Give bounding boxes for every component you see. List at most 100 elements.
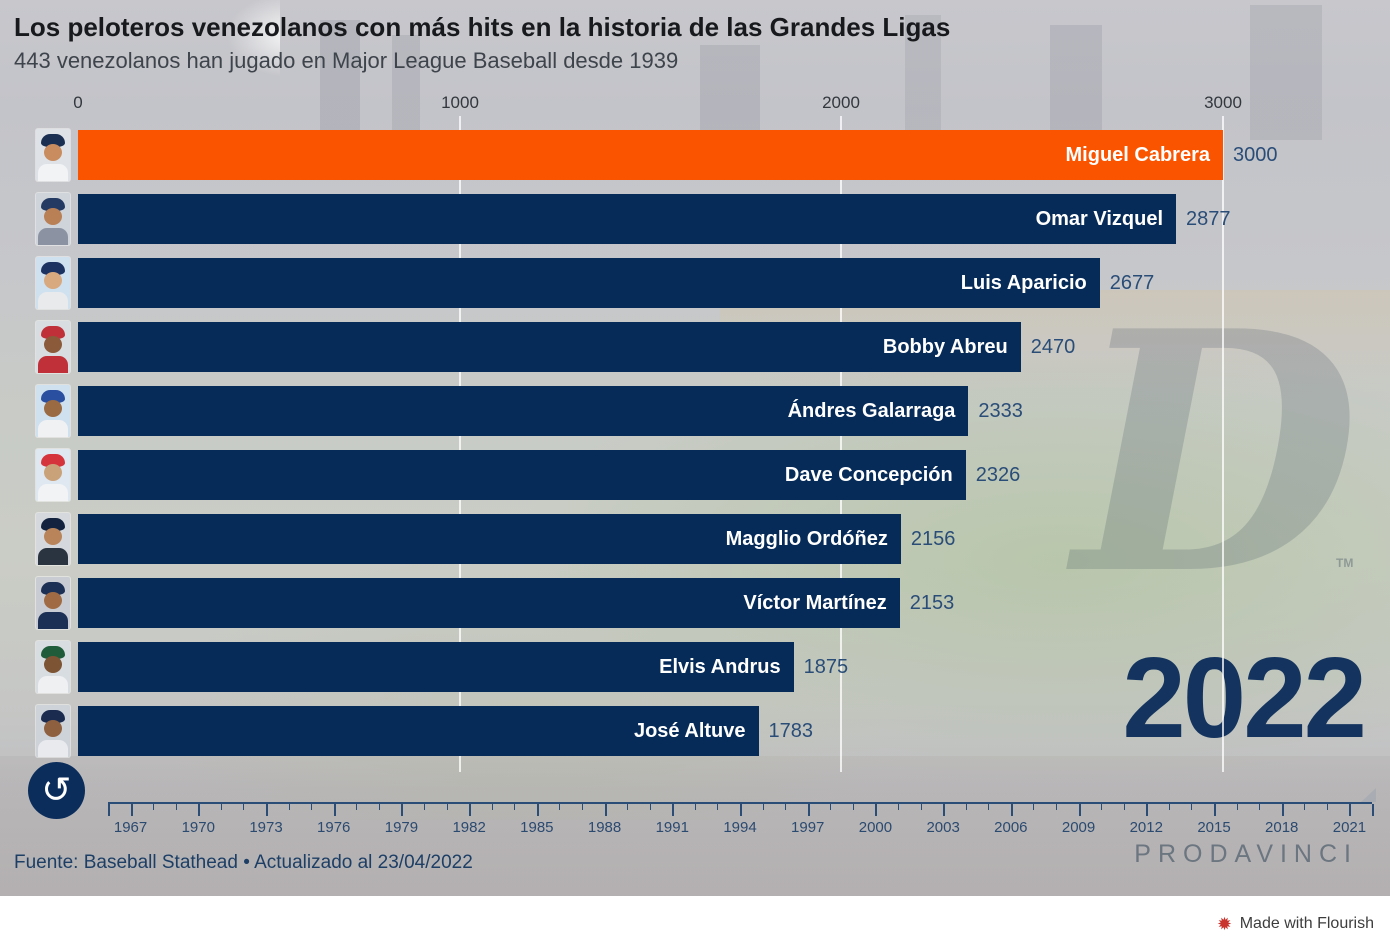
timeline-tick <box>762 804 764 810</box>
gridline-3000 <box>1222 116 1224 772</box>
bar: Bobby Abreu <box>78 322 1021 372</box>
bar-track: Luis Aparicio 2677 <box>78 258 1223 308</box>
bar-rows: Miguel Cabrera 3000 Omar Vizquel 2877 Lu… <box>36 129 1278 757</box>
made-with-flourish-label: Made with Flourish <box>1239 914 1374 932</box>
cap-icon <box>41 262 65 275</box>
hits-value-label: 3000 <box>1233 143 1278 166</box>
timeline-year-label: 1976 <box>317 819 351 836</box>
hits-value-label: 2326 <box>975 463 1021 486</box>
face-icon <box>44 464 62 481</box>
bar-row-luis-aparicio: Luis Aparicio 2677 <box>36 257 1223 309</box>
timeline-tick <box>559 804 561 810</box>
crowd-background <box>0 756 1390 896</box>
timeline-tick <box>875 804 878 816</box>
cap-icon <box>41 326 65 339</box>
timeline-year-label: 2018 <box>1265 819 1299 836</box>
timeline-tick <box>153 804 155 810</box>
jersey-icon <box>38 356 68 373</box>
timeline-tick <box>1236 804 1238 810</box>
face-icon <box>44 528 62 545</box>
timeline-axis[interactable]: 1967 1970 1973 1976 1979 1982 1985 1988 1991 1994… <box>108 788 1376 842</box>
hits-value-label: 2156 <box>910 527 956 550</box>
cap-icon <box>41 198 65 211</box>
bar-track: Magglio Ordóñez 2156 <box>78 514 1223 564</box>
timeline-tick <box>965 804 967 810</box>
hits-value-label: 2677 <box>1109 271 1155 294</box>
chart-title: Los peloteros venezolanos con más hits e… <box>14 12 951 42</box>
player-name-label: Ándres Galarraga <box>787 399 956 422</box>
timeline-tick <box>446 804 448 810</box>
timeline-tick <box>356 804 358 810</box>
bar: Ándres Galarraga <box>78 386 969 436</box>
player-name-label: Elvis Andrus <box>659 655 781 678</box>
hits-value-label: 2153 <box>909 591 955 614</box>
bar-row-dave-concepcion: Dave Concepción 2326 <box>36 449 1223 501</box>
timeline-tick <box>514 804 516 810</box>
hits-value-label: 1875 <box>803 655 849 678</box>
cap-icon <box>41 134 65 147</box>
jersey-icon <box>38 676 68 693</box>
timeline-year-label: 1967 <box>113 819 148 836</box>
timeline-tick <box>852 804 854 810</box>
timeline-tick <box>582 804 583 810</box>
timeline-tick <box>1168 804 1170 810</box>
player-name-label: Omar Vizquel <box>1035 207 1164 230</box>
player-name-label: Víctor Martínez <box>743 591 887 614</box>
bar: Luis Aparicio <box>78 258 1100 308</box>
timeline-tick <box>333 804 336 816</box>
bar-row-bobby-abreu: Bobby Abreu 2470 <box>36 321 1223 373</box>
player-photo-victor-martinez <box>36 577 70 629</box>
timeline-tick <box>1304 804 1306 810</box>
timeline-year-label: 2015 <box>1197 819 1231 836</box>
timeline-tick <box>1259 804 1261 810</box>
flourish-starburst-icon <box>1217 916 1232 931</box>
timeline-line <box>108 802 1372 804</box>
player-photo-omar-vizquel <box>36 193 70 245</box>
gridline-1000 <box>459 116 461 772</box>
timeline-tick <box>1191 804 1193 810</box>
timeline-year-label: 1973 <box>249 819 283 836</box>
bar: Magglio Ordóñez <box>78 514 901 564</box>
jersey-icon <box>38 164 68 181</box>
bar-row-magglio-ordonez: Magglio Ordóñez 2156 <box>36 513 1223 565</box>
x-axis-tick-2000: 2000 <box>822 93 860 112</box>
timeline-year-label: 1988 <box>587 819 622 836</box>
bar-row-omar-vizquel: Omar Vizquel 2877 <box>36 193 1231 245</box>
bar-track: Elvis Andrus 1875 <box>78 642 1223 692</box>
cap-icon <box>41 646 65 659</box>
timeline-tick <box>288 804 290 810</box>
bar-track: Víctor Martínez 2153 <box>78 578 1223 628</box>
face-icon <box>44 656 62 673</box>
timeline-tick <box>401 804 404 816</box>
timeline-tick <box>108 804 110 816</box>
timeline-tick <box>672 804 675 816</box>
player-photo-miguel-cabrera <box>36 129 70 181</box>
timeline-tick <box>1214 804 1216 816</box>
bar: Dave Concepción <box>78 450 966 500</box>
player-photo-jose-altuve <box>36 705 70 757</box>
player-photo-elvis-andrus <box>36 641 70 693</box>
timeline-year-label: 2000 <box>858 819 893 836</box>
timeline-year-label: 1997 <box>791 819 825 836</box>
timeline-tick <box>717 804 719 810</box>
x-axis-tick-0: 0 <box>73 93 83 112</box>
face-icon <box>44 336 62 353</box>
jersey-icon <box>38 612 68 629</box>
timeline-tick <box>898 804 899 810</box>
timeline-tick <box>198 804 201 816</box>
timeline-tick <box>627 804 629 810</box>
timeline-tick <box>424 804 425 810</box>
bar-row-jose-altuve: José Altuve 1783 <box>36 705 1223 757</box>
timeline-tick <box>943 804 946 816</box>
bar-track: Miguel Cabrera 3000 <box>78 130 1278 180</box>
timeline-tick <box>175 804 177 810</box>
timeline-tick <box>1056 804 1057 810</box>
cap-icon <box>41 710 65 723</box>
timeline-year-label: 2012 <box>1129 819 1163 836</box>
timeline-year-label: 2009 <box>1061 819 1096 836</box>
replay-button[interactable]: ↺ <box>28 762 85 819</box>
timeline-tick <box>1101 804 1103 810</box>
player-name-label: Miguel Cabrera <box>1065 143 1210 166</box>
source-credit: Fuente: Baseball Stathead • Actualizado … <box>14 852 473 873</box>
made-with-flourish-link[interactable]: Made with Flourish <box>1216 915 1374 933</box>
